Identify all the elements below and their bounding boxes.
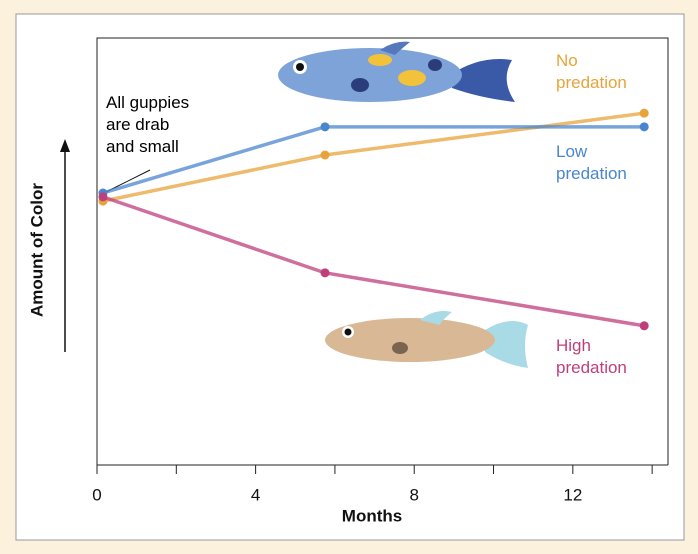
series-label: No predation bbox=[556, 50, 627, 94]
annotation: All guppies are drab and small bbox=[106, 92, 189, 158]
x-axis-label: Months bbox=[342, 506, 402, 525]
data-point bbox=[321, 122, 330, 131]
data-point bbox=[98, 192, 107, 201]
series-label: Low predation bbox=[556, 141, 627, 185]
data-point bbox=[321, 150, 330, 159]
series-label: High predation bbox=[556, 335, 627, 379]
data-point bbox=[640, 321, 649, 330]
x-tick-label: 12 bbox=[563, 485, 582, 504]
data-point bbox=[640, 109, 649, 118]
x-tick-label: 0 bbox=[92, 485, 101, 504]
data-point bbox=[321, 268, 330, 277]
data-point bbox=[640, 122, 649, 131]
x-tick-label: 8 bbox=[409, 485, 418, 504]
figure: Amount of Color Months 0 4 8 12 All guppies… bbox=[0, 0, 698, 554]
y-axis-label: Amount of Color bbox=[27, 183, 46, 317]
x-tick-label: 4 bbox=[251, 485, 260, 504]
